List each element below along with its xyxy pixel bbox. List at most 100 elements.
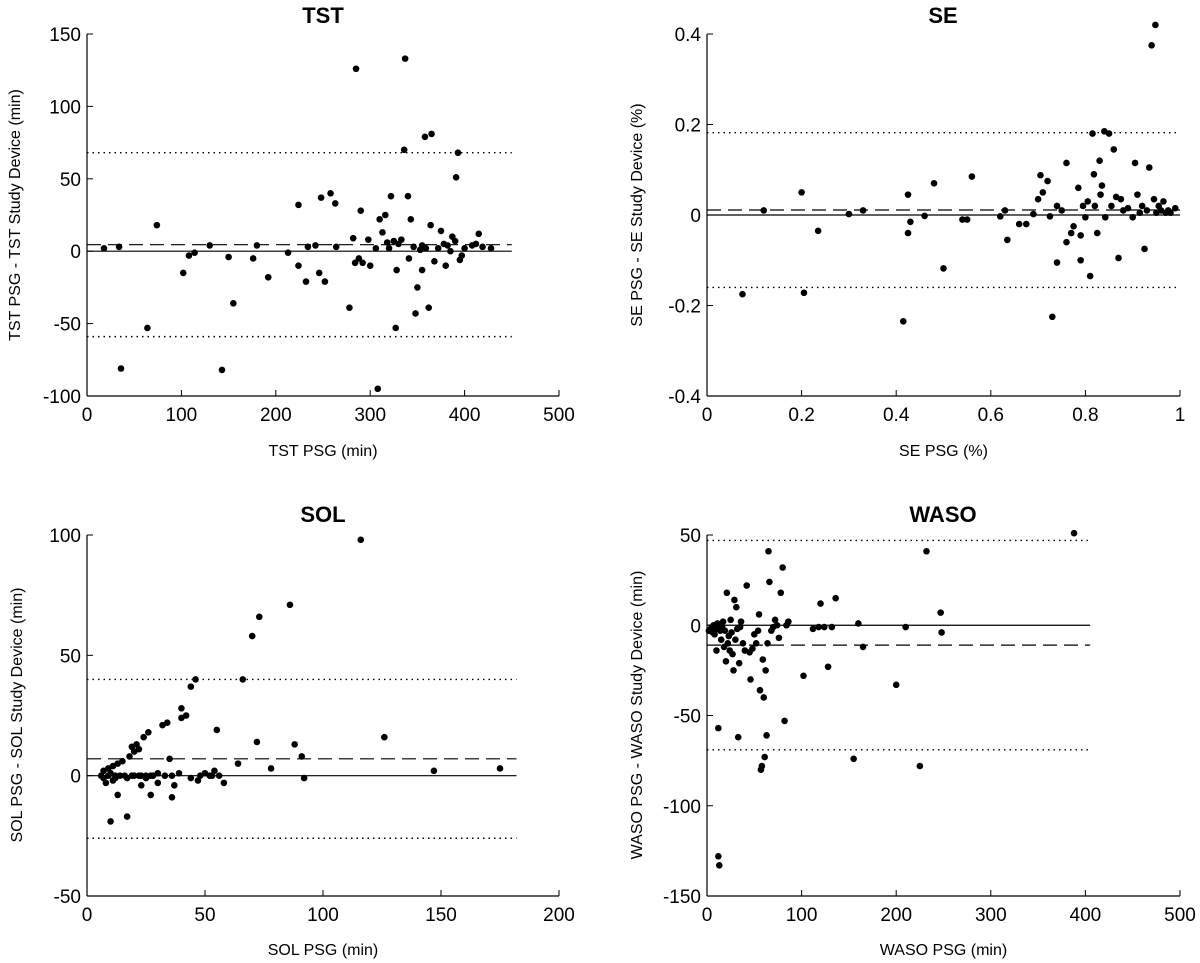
se-data-point xyxy=(798,189,805,196)
waso-data-point xyxy=(815,623,822,631)
tst-data-point xyxy=(284,249,292,256)
se-data-point xyxy=(1096,157,1103,164)
tst-data-point xyxy=(366,262,374,269)
tst-data-point xyxy=(427,221,434,229)
tst-data-point xyxy=(454,149,462,157)
se-y-axis-label: SE PSG - SE Study Device (%) xyxy=(629,103,646,326)
waso-data-point xyxy=(729,650,736,658)
tst-data-point xyxy=(447,247,454,255)
tst-data-point xyxy=(295,201,302,209)
waso-data-point xyxy=(824,663,832,671)
sol-y-tick-label: 50 xyxy=(60,646,81,667)
sol-data-point xyxy=(116,772,124,779)
sol-data-point xyxy=(154,779,162,787)
se-data-point xyxy=(1093,229,1101,237)
waso-data-point xyxy=(715,852,722,860)
waso-x-axis-label: WASO PSG (min) xyxy=(880,942,1007,959)
waso-data-point xyxy=(759,656,767,663)
sol-data-point xyxy=(239,676,247,683)
se-data-point xyxy=(845,210,853,218)
tst-data-point xyxy=(382,211,389,219)
waso-data-point xyxy=(737,618,745,625)
tst-data-point xyxy=(392,324,399,332)
se-data-point xyxy=(1015,220,1023,228)
sol-y-tick-label: 100 xyxy=(49,526,81,547)
tst-data-point xyxy=(312,242,319,249)
sol-data-point xyxy=(107,818,114,825)
se-data-point xyxy=(1044,177,1051,185)
sol-data-point xyxy=(187,683,195,690)
tst-data-point xyxy=(487,245,495,252)
se-data-point xyxy=(1134,191,1141,198)
waso-y-tick-label: 50 xyxy=(680,526,701,547)
se-data-point xyxy=(1067,229,1075,237)
tst-data-point xyxy=(317,194,325,201)
sol-x-axis-label: SOL PSG (min) xyxy=(268,942,379,959)
tst-data-point xyxy=(421,133,429,141)
se-y-tick-label: -0.4 xyxy=(668,387,701,408)
se-data-point xyxy=(1037,171,1044,179)
sol-data-point xyxy=(211,767,218,775)
waso-data-point xyxy=(765,547,772,555)
tst-data-point xyxy=(144,324,151,332)
se-x-tick-label: 0.6 xyxy=(978,405,1004,426)
se-data-point xyxy=(1022,220,1030,228)
tst-data-point xyxy=(431,258,438,265)
waso-y-tick-label: -100 xyxy=(663,797,701,818)
waso-data-point xyxy=(760,694,768,701)
waso-data-point xyxy=(828,623,836,631)
sol-data-point xyxy=(147,791,155,799)
waso-data-point xyxy=(756,686,764,694)
waso-data-point xyxy=(735,659,743,667)
tst-data-point xyxy=(253,242,261,249)
waso-data-point xyxy=(739,640,747,647)
se-data-point xyxy=(1004,236,1011,244)
waso-data-point xyxy=(711,630,718,638)
se-data-point xyxy=(899,318,907,325)
sol-data-point xyxy=(213,726,221,734)
tst-title: TST xyxy=(302,3,344,28)
se-data-point xyxy=(940,265,947,272)
sol-data-point xyxy=(187,774,195,782)
tst-data-point xyxy=(479,243,486,251)
waso-data-point xyxy=(1070,529,1078,537)
tst-data-point xyxy=(451,237,459,245)
sol-data-point xyxy=(248,632,256,640)
tst-data-point xyxy=(321,278,329,285)
tst-x-tick-label: 300 xyxy=(354,405,386,426)
sol-data-point xyxy=(267,765,275,772)
tst-data-point xyxy=(153,221,161,229)
waso-data-point xyxy=(771,616,779,624)
tst-data-point xyxy=(352,65,360,73)
tst-data-point xyxy=(115,243,123,251)
se-data-point xyxy=(1145,164,1153,171)
sol-data-point xyxy=(102,779,110,787)
se-data-point xyxy=(1141,245,1148,253)
se-y-tick-label: 0 xyxy=(690,206,701,227)
se-x-tick-label: 0 xyxy=(702,405,713,426)
sol-y-tick-label: 0 xyxy=(70,767,81,788)
se-data-point xyxy=(1124,204,1132,212)
sol-data-point xyxy=(154,769,162,777)
waso-data-point xyxy=(859,643,867,651)
tst-data-point xyxy=(410,243,417,251)
tst-y-tick-label: -100 xyxy=(43,387,81,408)
waso-x-tick-label: 400 xyxy=(1070,905,1102,926)
sol-data-point xyxy=(126,753,133,760)
sol-data-point xyxy=(357,536,365,544)
se-data-point xyxy=(1046,213,1054,220)
se-data-point xyxy=(1148,42,1155,49)
tst-data-point xyxy=(458,252,466,259)
tst-data-point xyxy=(225,253,232,261)
sol-data-point xyxy=(255,613,263,621)
waso-x-tick-label: 500 xyxy=(1164,905,1196,926)
tst-x-tick-label: 200 xyxy=(260,405,292,426)
se-data-point xyxy=(1117,195,1125,203)
tst-x-axis-label: TST PSG (min) xyxy=(268,443,377,460)
tst-data-point xyxy=(407,216,415,223)
waso-data-point xyxy=(937,609,944,616)
tst-data-point xyxy=(442,262,450,269)
tst-data-point xyxy=(179,269,187,277)
waso-y-tick-label: 0 xyxy=(690,616,701,637)
